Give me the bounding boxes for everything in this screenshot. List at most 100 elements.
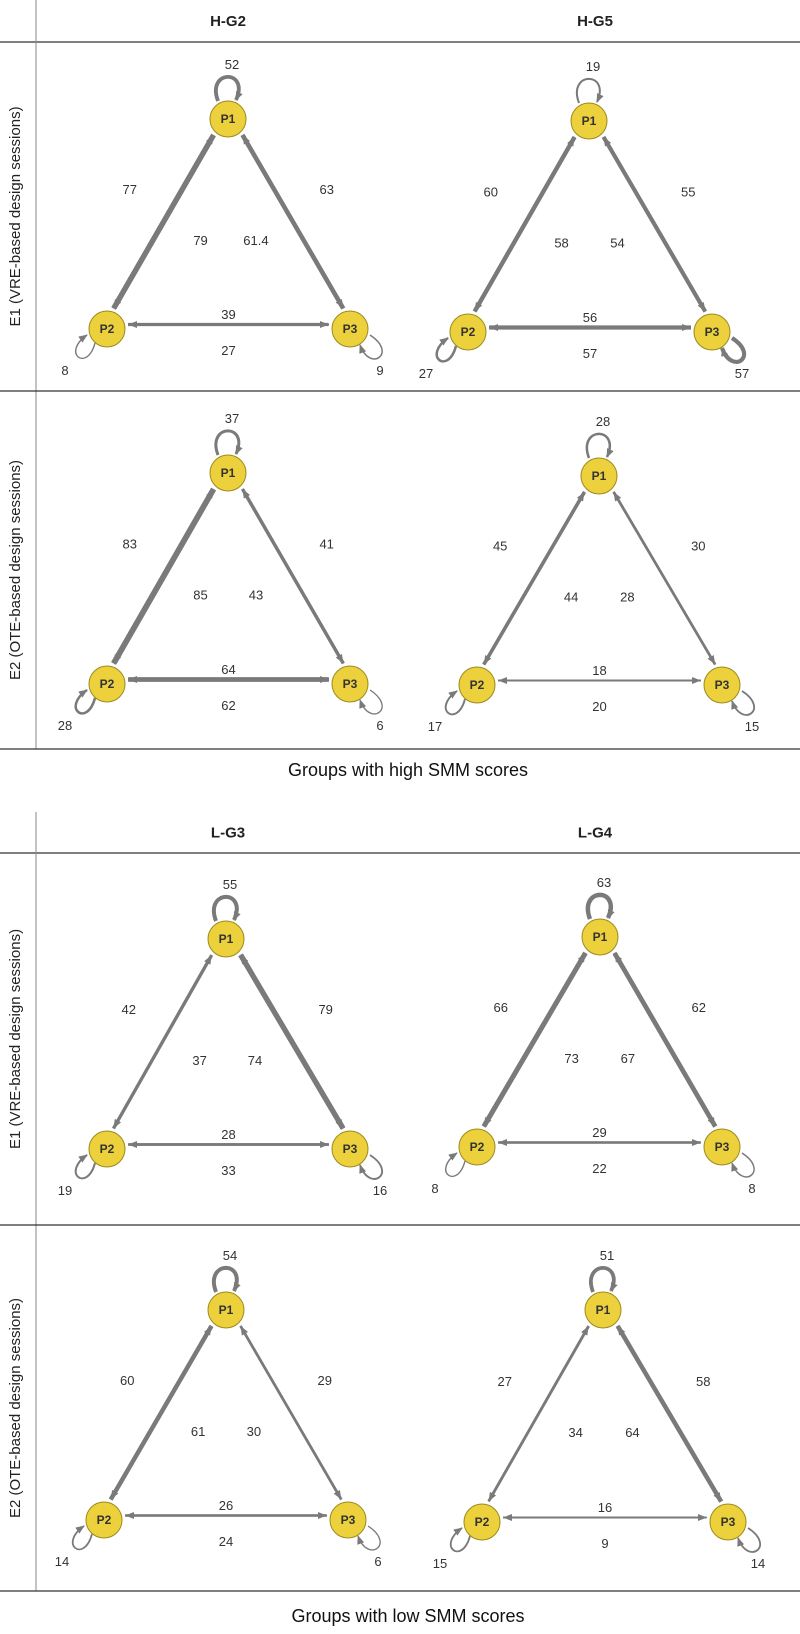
self-loop-label-p2: 19 — [58, 1183, 72, 1198]
self-loop-p2 — [444, 690, 466, 716]
node-p1 — [570, 102, 608, 140]
node-p1 — [207, 1291, 245, 1329]
edge-label-p1-p3: 30 — [691, 539, 705, 554]
node-label-p3: P3 — [341, 1513, 356, 1527]
node-label-p1: P1 — [219, 1303, 234, 1317]
node-label-p3: P3 — [721, 1515, 736, 1529]
edge-label-p2-p1: 45 — [493, 539, 507, 554]
edge-p3-p1 — [612, 491, 717, 666]
edge-p3-p1 — [616, 1325, 724, 1503]
self-loop-p1 — [576, 78, 604, 104]
node-p2 — [463, 1503, 501, 1541]
edge-label-p3-p1: 28 — [620, 589, 634, 604]
node-label-p3: P3 — [715, 1140, 730, 1154]
self-loop-label-p1: 19 — [586, 59, 600, 74]
edge-label-p3-p2: 62 — [221, 698, 235, 713]
self-loop-label-p2: 17 — [428, 719, 442, 734]
self-loop-p1 — [214, 75, 243, 102]
column-title: L-G3 — [211, 825, 245, 842]
self-loop-label-p3: 6 — [376, 718, 383, 733]
section-caption: Groups with low SMM scores — [291, 1606, 524, 1626]
node-label-p2: P2 — [470, 1140, 485, 1154]
node-label-p2: P2 — [475, 1515, 490, 1529]
edge-label-p2-p3: 56 — [583, 310, 597, 325]
self-loop-p1 — [212, 1266, 241, 1293]
node-label-p3: P3 — [705, 325, 720, 339]
edge-label-p2-p3: 28 — [221, 1127, 235, 1142]
self-loop-p2 — [75, 334, 96, 360]
self-loop-label-p2: 8 — [61, 363, 68, 378]
self-loop-label-p3: 6 — [374, 1554, 381, 1569]
node-p2 — [449, 313, 487, 351]
edge-p3-p1 — [602, 136, 708, 313]
edge-label-p2-p1: 83 — [123, 536, 137, 551]
edge-label-p3-p1: 61.4 — [243, 233, 268, 248]
edge-label-p3-p1: 30 — [247, 1424, 261, 1439]
node-p3 — [703, 666, 741, 704]
edge-p2-p1 — [482, 491, 586, 666]
self-loop-p2 — [74, 1154, 96, 1180]
node-label-p1: P1 — [593, 930, 608, 944]
self-loop-p3 — [359, 334, 383, 360]
self-loop-p3 — [731, 690, 755, 716]
self-loop-label-p1: 51 — [600, 1248, 614, 1263]
row-label: E1 (VRE-based design sessions) — [7, 929, 24, 1149]
node-label-p1: P1 — [221, 112, 236, 126]
edge-label-p2-p3: 18 — [592, 663, 606, 678]
network-diagram-h-g5: 60 58 55 54 56 57 19 27 57 P1 P2 P3 — [419, 59, 749, 381]
node-label-p1: P1 — [219, 932, 234, 946]
edge-label-p3-p1: 64 — [625, 1425, 639, 1440]
node-label-p1: P1 — [592, 469, 607, 483]
network-diagram-h-g5: 45 44 30 28 18 20 28 17 15 P1 P2 P3 — [428, 414, 759, 734]
node-p1 — [581, 918, 619, 956]
node-p2 — [88, 1130, 126, 1168]
self-loop-p1 — [212, 895, 241, 922]
node-label-p2: P2 — [461, 325, 476, 339]
edge-label-p1-p3: 41 — [319, 536, 333, 551]
self-loop-p1 — [214, 429, 243, 456]
edge-p2-p1 — [487, 1326, 590, 1503]
edge-p3-p1 — [612, 952, 718, 1128]
node-label-p2: P2 — [100, 322, 115, 336]
edge-label-p3-p1: 54 — [610, 236, 624, 251]
edge-label-p1-p2: 37 — [192, 1053, 206, 1068]
edge-label-p1-p3: 55 — [681, 184, 695, 199]
node-label-p3: P3 — [343, 1142, 358, 1156]
node-label-p2: P2 — [100, 1142, 115, 1156]
edge-label-p3-p1: 43 — [249, 588, 263, 603]
edge-p3-p1 — [239, 1325, 343, 1501]
self-loop-p1 — [589, 1266, 618, 1293]
node-p3 — [693, 313, 731, 351]
self-loop-label-p2: 8 — [431, 1181, 438, 1196]
self-loop-p3 — [359, 689, 383, 715]
node-p2 — [458, 1128, 496, 1166]
edge-label-p1-p3: 79 — [318, 1002, 332, 1017]
column-title: H-G2 — [210, 13, 246, 30]
edge-label-p2-p3: 29 — [592, 1125, 606, 1140]
row-label: E2 (OTE-based design sessions) — [7, 1298, 24, 1518]
node-p3 — [703, 1128, 741, 1166]
node-p2 — [88, 310, 126, 348]
node-p1 — [209, 454, 247, 492]
edge-label-p3-p2: 9 — [601, 1536, 608, 1551]
self-loop-p3 — [720, 336, 747, 364]
self-loop-label-p3: 15 — [745, 719, 759, 734]
self-loop-label-p1: 54 — [223, 1248, 237, 1263]
self-loop-label-p3: 14 — [751, 1556, 765, 1571]
node-p2 — [88, 665, 126, 703]
node-label-p1: P1 — [596, 1303, 611, 1317]
edge-label-p3-p2: 20 — [592, 699, 606, 714]
self-loop-p3 — [359, 1154, 384, 1180]
network-diagram-l-g4: 66 73 62 67 29 22 63 8 8 P1 P2 P3 — [431, 875, 755, 1196]
self-loop-p2 — [74, 688, 97, 715]
edge-p3-p1 — [241, 488, 345, 665]
node-p3 — [709, 1503, 747, 1541]
network-diagram-l-g3: 42 37 79 74 28 33 55 19 16 P1 P2 P3 — [58, 877, 387, 1198]
edge-label-p1-p2: 58 — [554, 235, 568, 250]
edge-label-p2-p1: 60 — [484, 185, 498, 200]
node-p3 — [331, 310, 369, 348]
edge-label-p3-p1: 67 — [621, 1051, 635, 1066]
self-loop-p1 — [585, 892, 615, 920]
self-loop-label-p2: 15 — [433, 1556, 447, 1571]
edge-label-p3-p2: 33 — [221, 1163, 235, 1178]
